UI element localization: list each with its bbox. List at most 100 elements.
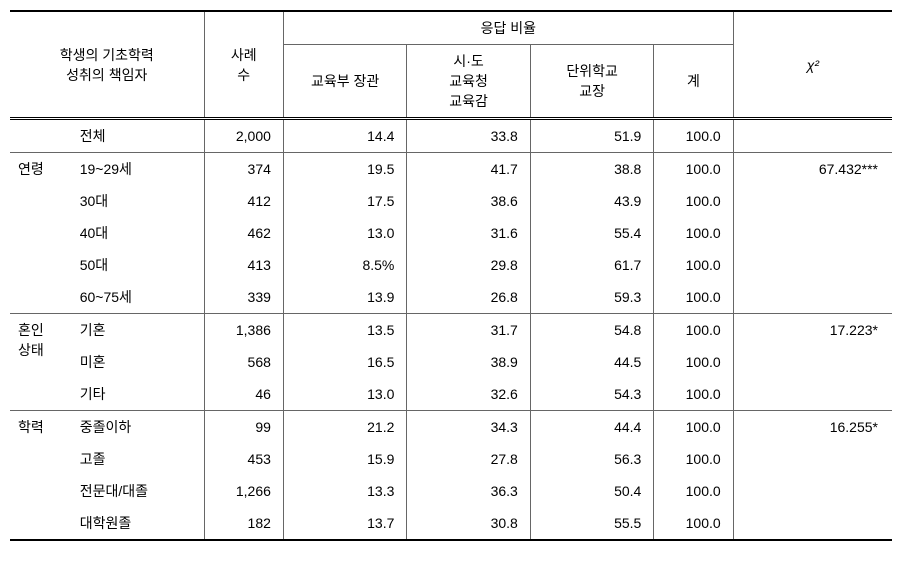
table-row: 30대 412 17.5 38.6 43.9 100.0 bbox=[10, 185, 892, 217]
cell-chi bbox=[733, 281, 892, 314]
cell-n: 568 bbox=[204, 346, 283, 378]
cell-v3: 44.5 bbox=[530, 346, 653, 378]
cell-chi bbox=[733, 346, 892, 378]
cell-n: 339 bbox=[204, 281, 283, 314]
cell-total: 100.0 bbox=[654, 185, 733, 217]
cell-v1: 15.9 bbox=[283, 443, 406, 475]
cell-label: 19~29세 bbox=[72, 153, 204, 186]
cell-v3: 54.3 bbox=[530, 378, 653, 411]
cell-label: 60~75세 bbox=[72, 281, 204, 314]
cell-chi bbox=[733, 185, 892, 217]
cell-v2: 38.9 bbox=[407, 346, 530, 378]
cell-total: 100.0 bbox=[654, 281, 733, 314]
cell-v3: 55.4 bbox=[530, 217, 653, 249]
cell-chi bbox=[733, 475, 892, 507]
table-row: 전체 2,000 14.4 33.8 51.9 100.0 bbox=[10, 119, 892, 153]
cell-v3: 54.8 bbox=[530, 314, 653, 347]
data-table: 학생의 기초학력성취의 책임자 사례수 응답 비율 χ² 교육부 장관 시·도교… bbox=[10, 10, 892, 541]
cell-total: 100.0 bbox=[654, 314, 733, 347]
table-row: 기타 46 13.0 32.6 54.3 100.0 bbox=[10, 378, 892, 411]
table-body: 전체 2,000 14.4 33.8 51.9 100.0 연령 19~29세 … bbox=[10, 119, 892, 541]
cell-label: 중졸이하 bbox=[72, 411, 204, 444]
cell-v3: 50.4 bbox=[530, 475, 653, 507]
cell-v3: 55.5 bbox=[530, 507, 653, 540]
cell-v1: 14.4 bbox=[283, 119, 406, 153]
table-row: 50대 413 8.5% 29.8 61.7 100.0 bbox=[10, 249, 892, 281]
cell-chi bbox=[733, 217, 892, 249]
cell-v1: 13.7 bbox=[283, 507, 406, 540]
cell-label: 미혼 bbox=[72, 346, 204, 378]
cell-v2: 27.8 bbox=[407, 443, 530, 475]
cell-chi bbox=[733, 443, 892, 475]
header-chi-square: χ² bbox=[733, 11, 892, 119]
cell-v2: 32.6 bbox=[407, 378, 530, 411]
cell-v3: 61.7 bbox=[530, 249, 653, 281]
cell-v2: 31.7 bbox=[407, 314, 530, 347]
cell-n: 413 bbox=[204, 249, 283, 281]
cell-total: 100.0 bbox=[654, 507, 733, 540]
cell-category: 혼인상태 bbox=[10, 314, 72, 411]
cell-chi bbox=[733, 249, 892, 281]
cell-label: 대학원졸 bbox=[72, 507, 204, 540]
cell-total: 100.0 bbox=[654, 411, 733, 444]
cell-label: 전체 bbox=[72, 119, 204, 153]
cell-v1: 21.2 bbox=[283, 411, 406, 444]
cell-v3: 38.8 bbox=[530, 153, 653, 186]
cell-n: 1,386 bbox=[204, 314, 283, 347]
cell-v1: 13.3 bbox=[283, 475, 406, 507]
cell-chi bbox=[733, 119, 892, 153]
cell-label: 50대 bbox=[72, 249, 204, 281]
cell-total: 100.0 bbox=[654, 378, 733, 411]
cell-v1: 13.5 bbox=[283, 314, 406, 347]
cell-v3: 56.3 bbox=[530, 443, 653, 475]
cell-n: 2,000 bbox=[204, 119, 283, 153]
header-main-category: 학생의 기초학력성취의 책임자 bbox=[10, 11, 204, 119]
cell-n: 182 bbox=[204, 507, 283, 540]
header-response-ratio: 응답 비율 bbox=[283, 11, 733, 45]
cell-v1: 8.5% bbox=[283, 249, 406, 281]
cell-v2: 26.8 bbox=[407, 281, 530, 314]
cell-total: 100.0 bbox=[654, 217, 733, 249]
table-row: 고졸 453 15.9 27.8 56.3 100.0 bbox=[10, 443, 892, 475]
cell-category bbox=[10, 119, 72, 153]
cell-n: 1,266 bbox=[204, 475, 283, 507]
cell-v3: 51.9 bbox=[530, 119, 653, 153]
cell-v2: 31.6 bbox=[407, 217, 530, 249]
cell-label: 전문대/대졸 bbox=[72, 475, 204, 507]
cell-v3: 43.9 bbox=[530, 185, 653, 217]
cell-n: 46 bbox=[204, 378, 283, 411]
cell-label: 기혼 bbox=[72, 314, 204, 347]
cell-v2: 41.7 bbox=[407, 153, 530, 186]
table-row: 혼인상태 기혼 1,386 13.5 31.7 54.8 100.0 17.22… bbox=[10, 314, 892, 347]
cell-chi: 16.255* bbox=[733, 411, 892, 444]
cell-label: 30대 bbox=[72, 185, 204, 217]
header-principal: 단위학교교장 bbox=[530, 45, 653, 119]
table-row: 40대 462 13.0 31.6 55.4 100.0 bbox=[10, 217, 892, 249]
cell-v2: 33.8 bbox=[407, 119, 530, 153]
cell-v1: 13.0 bbox=[283, 217, 406, 249]
cell-label: 기타 bbox=[72, 378, 204, 411]
table-row: 연령 19~29세 374 19.5 41.7 38.8 100.0 67.43… bbox=[10, 153, 892, 186]
cell-category: 연령 bbox=[10, 153, 72, 314]
cell-total: 100.0 bbox=[654, 346, 733, 378]
table-row: 학력 중졸이하 99 21.2 34.3 44.4 100.0 16.255* bbox=[10, 411, 892, 444]
cell-v1: 17.5 bbox=[283, 185, 406, 217]
cell-chi bbox=[733, 378, 892, 411]
table-header: 학생의 기초학력성취의 책임자 사례수 응답 비율 χ² 교육부 장관 시·도교… bbox=[10, 11, 892, 119]
header-total: 계 bbox=[654, 45, 733, 119]
cell-v2: 38.6 bbox=[407, 185, 530, 217]
table-row: 60~75세 339 13.9 26.8 59.3 100.0 bbox=[10, 281, 892, 314]
table-row: 전문대/대졸 1,266 13.3 36.3 50.4 100.0 bbox=[10, 475, 892, 507]
cell-category: 학력 bbox=[10, 411, 72, 541]
cell-total: 100.0 bbox=[654, 249, 733, 281]
cell-n: 453 bbox=[204, 443, 283, 475]
cell-total: 100.0 bbox=[654, 119, 733, 153]
cell-total: 100.0 bbox=[654, 475, 733, 507]
cell-v3: 44.4 bbox=[530, 411, 653, 444]
cell-n: 412 bbox=[204, 185, 283, 217]
cell-v2: 30.8 bbox=[407, 507, 530, 540]
cell-n: 462 bbox=[204, 217, 283, 249]
cell-chi bbox=[733, 507, 892, 540]
cell-label: 고졸 bbox=[72, 443, 204, 475]
header-case-count: 사례수 bbox=[204, 11, 283, 119]
